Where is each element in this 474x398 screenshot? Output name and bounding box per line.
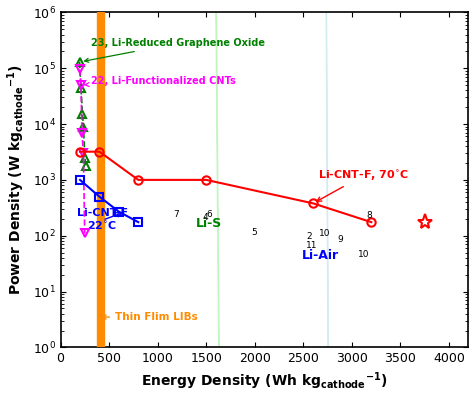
Text: 2: 2 [306, 232, 312, 241]
Text: Thin Flim LIBs: Thin Flim LIBs [102, 312, 198, 322]
Text: Li-CNT-F, 70$^{\circ}$C: Li-CNT-F, 70$^{\circ}$C [317, 168, 409, 201]
Text: 10: 10 [358, 250, 369, 259]
Text: 7: 7 [173, 210, 179, 219]
Text: 22, Li-Functionalized CNTs: 22, Li-Functionalized CNTs [85, 76, 236, 86]
Polygon shape [268, 0, 388, 398]
Text: 10: 10 [319, 229, 330, 238]
Y-axis label: Power Density (W kg$_\mathregular{cathode}$$^{\mathregular{-1}}$): Power Density (W kg$_\mathregular{cathod… [6, 64, 27, 295]
Text: 6: 6 [206, 210, 212, 219]
Text: Li-Air: Li-Air [302, 249, 339, 262]
Polygon shape [173, 0, 264, 398]
Bar [97, 12, 104, 347]
Text: Li-S: Li-S [196, 217, 222, 230]
X-axis label: Energy Density (Wh kg$_\mathregular{cathode}$$^{\mathregular{-1}}$): Energy Density (Wh kg$_\mathregular{cath… [141, 371, 388, 392]
Text: 23, Li-Reduced Graphene Oxide: 23, Li-Reduced Graphene Oxide [85, 38, 264, 62]
Text: 9: 9 [337, 235, 343, 244]
Text: 5: 5 [251, 228, 257, 237]
Text: Li-CNT-F
22$^{\circ}$C: Li-CNT-F 22$^{\circ}$C [77, 208, 128, 232]
Text: 8: 8 [366, 211, 372, 220]
Text: 11: 11 [306, 241, 318, 250]
Text: 4: 4 [202, 213, 208, 222]
